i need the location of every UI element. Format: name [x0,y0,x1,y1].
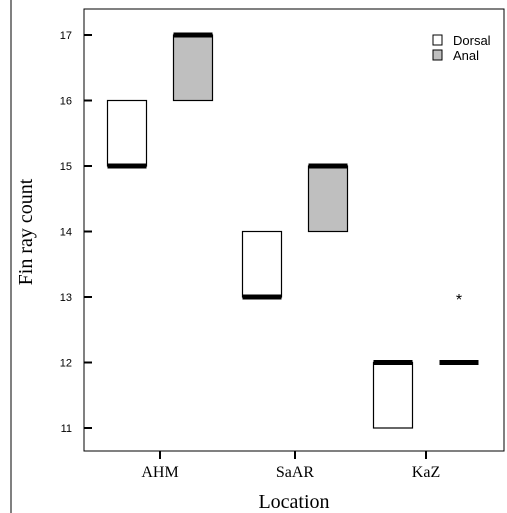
anal-box-saar [307,165,349,233]
x-tick-label: AHM [141,464,178,481]
legend-swatch-anal [432,49,443,61]
y-tick-label: 14 [60,227,72,239]
legend-swatch-dorsal [432,34,443,46]
y-tick-label: 13 [60,292,72,304]
dorsal-median-ahm [107,163,147,169]
dorsal-box-saar [241,230,283,298]
x-tick-label: KaZ [412,464,440,481]
y-axis: 11 12 13 14 15 16 17 [60,30,92,435]
legend-label-anal: Anal [453,48,479,63]
y-tick-label: 17 [60,30,72,42]
y-tick-label: 11 [61,423,72,435]
boxes-layer: * [106,32,479,429]
dorsal-box-ahm [106,99,148,167]
anal-box-ahm [172,34,214,102]
anal-median-ahm [173,32,213,38]
x-tick-label: SaAR [276,464,315,481]
y-tick-label: 16 [60,96,72,108]
anal-median-kaz [439,360,479,365]
outlier-marker: * [456,292,462,309]
dorsal-median-kaz [373,360,413,365]
x-axis: AHM SaAR KaZ [141,451,440,481]
legend-label-dorsal: Dorsal [453,33,491,48]
dorsal-box-kaz [372,361,414,429]
x-axis-title: Location [258,491,329,513]
plot-frame [83,8,505,452]
y-tick-label: 12 [60,358,72,370]
y-tick-label: 15 [60,161,72,173]
y-axis-title: Fin ray count [15,178,37,285]
dorsal-median-saar [242,294,282,300]
anal-median-saar [308,163,348,169]
